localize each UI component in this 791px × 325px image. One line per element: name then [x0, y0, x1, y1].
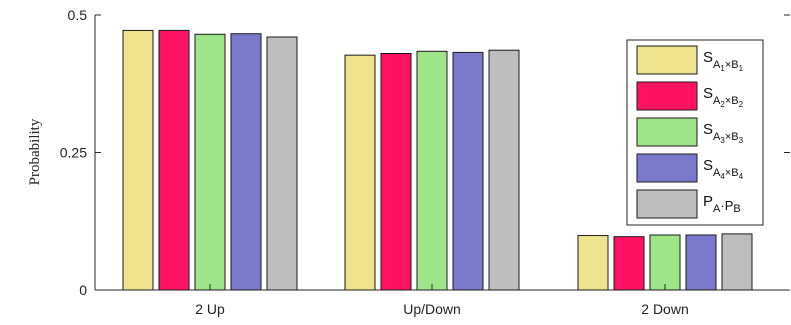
plot-area: 0 0.25 0.5 2 Up Up/Down 2 Down	[60, 7, 790, 317]
legend-swatch	[636, 45, 698, 75]
bar	[380, 53, 412, 291]
legend-swatch	[636, 153, 698, 183]
bar	[416, 50, 448, 291]
legend-swatch	[636, 117, 698, 147]
bar	[721, 233, 753, 291]
bar	[194, 33, 226, 291]
bar	[685, 234, 717, 291]
x-tick-label: 2 Up	[195, 301, 225, 317]
bar	[649, 234, 681, 291]
bar	[344, 54, 376, 291]
bar	[122, 29, 154, 291]
bar	[266, 36, 298, 291]
bar	[230, 33, 262, 291]
bar	[488, 49, 520, 291]
legend-label: SA4×B4	[703, 157, 744, 181]
x-tick-label: Up/Down	[403, 301, 461, 317]
bar	[613, 236, 645, 291]
y-axis-label: Probability	[27, 118, 43, 185]
bar	[577, 235, 609, 291]
x-tick-label: 2 Down	[641, 301, 688, 317]
legend-label: PA·PB	[703, 193, 741, 215]
y-tick-label: 0.5	[68, 7, 88, 23]
legend-swatch	[636, 81, 698, 111]
legend-label: SA1×B1	[703, 49, 744, 73]
legend-swatch	[636, 189, 698, 219]
legend-label: SA2×B2	[703, 85, 744, 109]
y-tick-label: 0.25	[60, 145, 87, 161]
legend-label: SA3×B3	[703, 121, 744, 145]
y-tick-label: 0	[79, 282, 87, 298]
bar	[452, 51, 484, 291]
legend: SA1×B1 SA2×B2 SA3×B3 SA4×B4 PA·PB	[626, 39, 764, 226]
bar	[158, 29, 190, 291]
